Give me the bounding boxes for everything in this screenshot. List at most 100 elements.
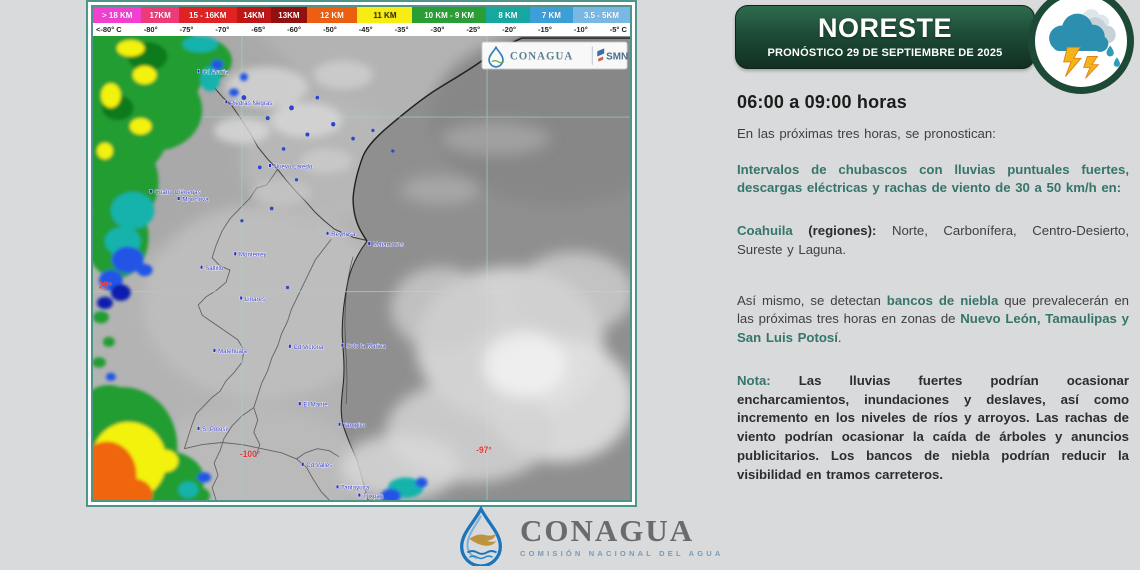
text-run: Nuevo León, Tamaulipas y San Luis Potosí — [737, 311, 1129, 346]
scale-temp-label: -30° — [430, 25, 445, 34]
scale-temp-label: -75° — [179, 25, 194, 34]
forecast-panel: NORESTE PRONÓSTICO 29 DE SEPTIEMBRE DE 2… — [735, 0, 1135, 510]
city-marker-icon — [177, 196, 181, 201]
city-label: Tampico — [343, 422, 366, 429]
grid-coordinate-label: -97° — [476, 445, 492, 455]
region-header-band: NORESTE PRONÓSTICO 29 DE SEPTIEMBRE DE 2… — [735, 5, 1035, 69]
map-logo-smn: SMN — [606, 51, 628, 62]
map-logo-conagua: CONAGUA — [510, 50, 573, 62]
city-marker-icon — [298, 401, 302, 406]
scale-segment: 17KM — [141, 7, 179, 23]
city-labels: Cd Acuña Piedras Negras Nuevo Laredo Cuatro… — [149, 69, 404, 500]
scale-temp-label: -35° — [394, 25, 409, 34]
scale-temp-label: -80° — [143, 25, 158, 34]
map-logo-box: CONAGUA SMN — [481, 41, 628, 70]
city-label: Soto la Marina — [346, 343, 386, 350]
city-label: S. Potosí — [202, 426, 227, 433]
forecast-paragraph: Coahuila (regiones): Norte, Carbonífera,… — [737, 222, 1129, 259]
forecast-paragraph: Nota: Las lluvias fuertes podrían ocasio… — [737, 372, 1129, 484]
scale-temp-label: -65° — [251, 25, 266, 34]
forecast-text: En las próximas tres horas, se pronostic… — [735, 125, 1129, 484]
conagua-logo-icon — [460, 506, 502, 566]
scale-color-bar: > 18 KM 17KM 15 - 16KM 14KM 13KM 12 KM 11 KM 10… — [93, 7, 631, 23]
text-run: Nota: — [737, 372, 799, 388]
city-marker-icon — [224, 99, 228, 104]
city-marker-icon — [149, 189, 153, 194]
city-marker-icon — [335, 484, 339, 489]
city-label: Tuxpan — [363, 493, 384, 500]
text-run: Las lluvias fuertes podrían ocasionar en… — [737, 372, 1129, 482]
scale-temp-label: -15° — [538, 25, 552, 34]
scale-temp-label: -5° C — [609, 25, 627, 34]
radar-specks — [240, 95, 395, 290]
satellite-map-block: > 18 KM 17KM 15 - 16KM 14KM 13KM 12 KM 11 KM 10… — [86, 0, 637, 507]
region-title: NORESTE — [817, 13, 953, 43]
conagua-drop-icon — [488, 45, 504, 68]
city-label: El Mante — [303, 402, 328, 409]
text-run: bancos de niebla — [886, 292, 999, 308]
scale-temp-row: <-80° C -80° -75° -70° -65° -60° -50° -45° -35° -… — [93, 23, 630, 36]
forecast-date: PRONÓSTICO 29 DE SEPTIEMBRE DE 2025 — [767, 47, 1003, 59]
text-run: En las próximas tres horas, se pronostic… — [737, 126, 996, 141]
scale-temp-label: -60° — [287, 25, 301, 34]
city-label: Monterrey — [239, 252, 268, 259]
footer-brand: CONAGUA COMISIÓN NACIONAL DEL AGUA — [452, 506, 723, 566]
lightning-icon — [1063, 46, 1100, 79]
city-label: Reynosa — [331, 231, 356, 238]
storm-cloud-icon — [1049, 9, 1120, 79]
forecast-paragraph: Así mismo, se detectan bancos de niebla … — [737, 292, 1129, 348]
scale-temp-label: -20° — [502, 25, 517, 34]
city-marker-icon — [200, 265, 203, 270]
scale-segment: 3.5 - 5KM — [572, 7, 631, 23]
eagle-icon — [469, 533, 497, 546]
grid-coordinate-label: -100° — [240, 449, 261, 459]
scale-segment: 8 KM — [485, 7, 531, 23]
city-label: Matamoros — [373, 241, 404, 248]
scale-temp-label: -45° — [358, 25, 373, 34]
scale-temp-label: <-80° C — [96, 25, 122, 34]
scale-segment: 14KM — [236, 7, 272, 23]
city-marker-icon — [337, 422, 341, 427]
forecast-paragraph: Intervalos de chubascos con lluvias punt… — [737, 161, 1129, 198]
time-range: 06:00 a 09:00 horas — [737, 92, 907, 112]
state-borders — [183, 169, 340, 500]
city-label: Cuatro Ciénegas — [155, 189, 201, 196]
scale-temp-label: -50° — [322, 25, 337, 34]
city-label: Cd Acuña — [202, 69, 229, 76]
city-label: Cd Victoria — [294, 344, 324, 351]
text-run: Intervalos de chubascos con lluvias punt… — [737, 161, 1129, 196]
satellite-map: CONAGUA SMN -100° -97° 25° Cd Acuña Piedras… — [93, 36, 630, 500]
footer-wordmark: CONAGUA — [520, 512, 695, 548]
smn-icon — [597, 48, 605, 57]
city-marker-icon — [340, 343, 344, 348]
city-label: Piedras Negras — [230, 100, 272, 107]
weather-icon-badge — [1028, 0, 1134, 94]
scale-segment: 13KM — [271, 7, 307, 23]
scale-segment: 10 KM - 9 KM — [412, 7, 486, 23]
text-run: Norte, Carbonífera, Centro-Desierto, Sur… — [737, 223, 1130, 257]
city-label: Matehuala — [218, 348, 247, 355]
city-marker-icon — [268, 163, 272, 168]
grid-coordinate-label: 25° — [99, 280, 112, 290]
city-marker-icon — [197, 69, 201, 74]
text-run: . — [837, 330, 842, 346]
scale-temp-label: -10° — [573, 25, 588, 34]
scale-segment: 11 KM — [357, 7, 413, 23]
sea-clouds — [341, 122, 630, 500]
footer-tagline: COMISIÓN NACIONAL DEL AGUA — [520, 548, 724, 558]
scale-segment: 15 - 16KM — [178, 7, 237, 23]
text-run: Así mismo, se detectan — [737, 292, 887, 308]
city-marker-icon — [239, 295, 243, 301]
text-run: (regiones): — [808, 223, 877, 239]
scale-segment: 12 KM — [306, 7, 358, 23]
forecast-paragraph: En las próximas tres horas, se pronostic… — [737, 125, 1129, 144]
city-label: Cd Valles — [306, 462, 332, 469]
scale-segment: > 18 KM — [93, 7, 142, 23]
radar-overlay — [93, 36, 428, 500]
city-label: Nuevo Laredo — [274, 163, 313, 170]
city-label: Saltillo — [205, 265, 224, 272]
scale-temp-label: -25° — [466, 25, 481, 34]
city-marker-icon — [288, 344, 292, 349]
city-label: Monclova — [182, 196, 209, 203]
city-marker-icon — [326, 231, 330, 236]
